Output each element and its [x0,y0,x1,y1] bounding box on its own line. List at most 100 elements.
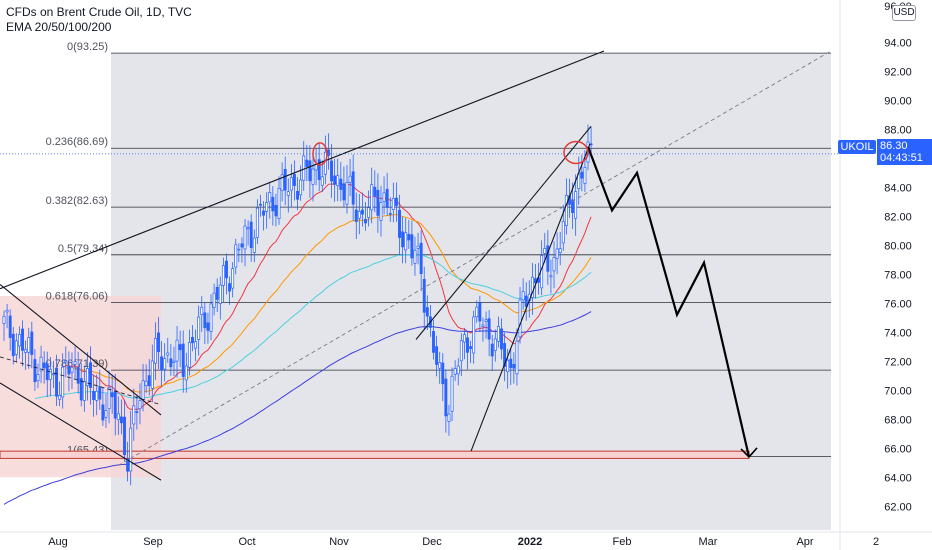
candle-body [299,179,303,196]
candle-body [252,237,256,253]
candle-body [175,339,179,362]
candle-body [166,352,170,356]
candle-body [215,286,219,300]
candle-body [255,207,259,238]
fib-label-3: 0.5(79.34) [58,243,108,255]
candle-body [484,319,488,322]
last-price-box: 86.30 04:43:51 [877,139,932,165]
fib-label-2: 0.382(82.63) [46,195,108,207]
candle-body [2,315,6,324]
candle-body [172,360,176,363]
candle-body [178,344,182,351]
candle-body [39,356,43,372]
x-tick-Sep: Sep [143,536,163,548]
candle-body [410,234,414,259]
candle-body [357,211,361,219]
candle-body [481,324,485,328]
bar-countdown: 04:43:51 [880,152,923,164]
y-tick-88: 88.00 [884,124,912,136]
candle-body [187,342,191,368]
candle-body [231,268,235,289]
candle-body [456,365,460,375]
candle-body [438,362,442,369]
top-circle-1 [312,142,328,166]
candle-body [163,358,167,370]
candle-body [546,245,550,272]
candle-body [228,283,232,292]
y-tick-78: 78.00 [884,269,912,281]
candle-body [391,198,395,210]
candle-body [82,381,86,401]
candle-body [283,169,287,191]
candle-body [385,188,389,208]
candle-body [345,182,349,205]
x-tick-Dec: Dec [422,536,442,548]
channel-upper-line [0,283,162,416]
candle-body [206,322,210,331]
x-tick-Oct: Oct [238,536,255,548]
candle-body [11,333,15,357]
last-price-value: 86.30 [880,140,908,152]
ema200-line [3,311,592,505]
y-tick-80: 80.00 [884,240,912,252]
ema100-line [34,253,592,399]
candle-body [76,366,80,384]
indicator-legend[interactable]: EMA 20/50/100/200 [6,20,112,34]
candle-body [138,400,142,410]
candle-body [243,225,247,250]
candle-body [147,375,151,387]
candle-body [277,187,281,220]
candle-body [265,202,269,212]
candle-body [116,413,120,421]
candle-body [101,404,105,421]
candle-body [85,368,89,386]
candle-body [286,191,290,196]
candle-body [549,275,553,278]
candle-body [450,375,454,412]
y-tick-74: 74.00 [884,327,912,339]
currency-badge[interactable]: USD [892,5,916,21]
fib-label-4: 0.618(76.06) [46,290,108,302]
support-zone [0,450,750,459]
candle-body [348,175,352,183]
candle-body [14,340,18,355]
candle-body [435,346,439,365]
candle-body [237,248,241,251]
candle-body [503,343,507,367]
candle-body [379,202,383,221]
candle-body [441,362,445,385]
candle-body [469,346,473,349]
candle-body [521,291,525,301]
candle-body [132,405,136,425]
candle-body [153,338,157,364]
candle-body [487,318,491,340]
candle-body [123,416,126,455]
candle-body [432,331,435,353]
y-tick-94: 94.00 [884,37,912,49]
candle-body [447,413,451,422]
candle-body [21,328,24,351]
candle-body [92,391,96,401]
y-tick-66: 66.00 [884,443,912,455]
candle-body [194,341,198,349]
candle-body [113,391,117,419]
candle-body [126,458,130,472]
y-tick-90: 90.00 [884,95,912,107]
candle-body [135,411,139,413]
candle-body [296,190,300,200]
candle-body [55,367,58,397]
candle-body [212,292,216,308]
candle-body [58,394,62,400]
candle-body [181,343,185,377]
candle-body [314,164,318,171]
candle-body [466,337,469,353]
candle-body [249,221,253,249]
x-tick-2022: 2022 [518,536,542,548]
candle-body [552,257,556,272]
x-tick-Apr: Apr [796,536,813,548]
candle-body [339,178,343,190]
candle-body [496,326,500,342]
candle-body [317,159,321,181]
candle-body [141,380,145,400]
